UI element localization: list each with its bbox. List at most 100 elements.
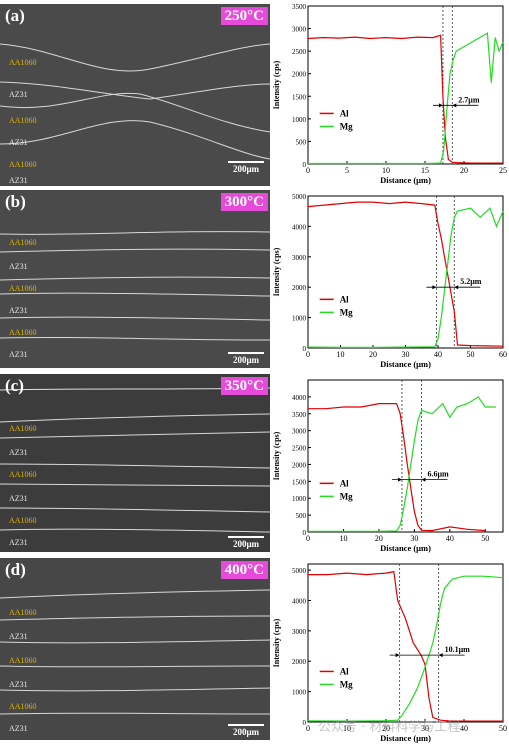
temperature-badge: 300°C	[220, 193, 268, 211]
y-axis-label: Intensity (cps)	[272, 60, 281, 109]
y-tick-label: 2000	[292, 658, 307, 666]
layer-label: AA1060	[9, 656, 37, 665]
width-annotation: 2.7μm	[458, 95, 480, 104]
layer-label: AA1060	[9, 160, 37, 169]
layer-label: AA1060	[9, 516, 37, 525]
scale-bar-label: 200μm	[232, 355, 260, 365]
layer-label: AA1060	[9, 238, 37, 247]
panel-letter: (d)	[5, 560, 26, 579]
y-tick-label: 2000	[292, 284, 307, 292]
micrograph-layers	[0, 589, 270, 715]
x-tick-label: 15	[421, 166, 429, 175]
x-tick-label: 50	[499, 724, 507, 733]
series-al-line	[307, 34, 503, 164]
x-axis-label: Distance (μm)	[380, 175, 431, 185]
micrograph-a: (a) 250°C AA1060 AZ31 AA1060 AZ31 AA1060…	[0, 4, 270, 186]
y-tick-label: 1000	[292, 495, 307, 503]
y-tick-label: 0	[303, 529, 307, 537]
y-tick-label: 0	[303, 345, 307, 353]
width-arrow-head	[438, 653, 443, 658]
layer-label: AA1060	[9, 58, 37, 67]
scale-bar: 200μm	[228, 724, 264, 737]
y-tick-label: 0	[303, 161, 307, 169]
width-arrow-head	[397, 477, 402, 482]
y-tick-label: 500	[296, 512, 307, 520]
x-tick-label: 20	[382, 724, 390, 733]
y-tick-label: 3000	[292, 628, 307, 636]
x-tick-label: 10	[382, 166, 390, 175]
panel-d: (d) 400°C AA1060 AZ31 AA1060 AZ31 AA1060…	[0, 558, 509, 744]
eds-line-scan-chart-a: 0 5 10 15 20 25 0 500 1000 1500 2000 2500 3000 3500 Di…	[272, 3, 507, 185]
y-tick-label: 2000	[292, 461, 307, 469]
width-arrow-head	[395, 653, 400, 658]
y-tick-label: 2500	[292, 48, 307, 56]
y-tick-label: 5000	[292, 193, 307, 201]
x-tick-label: 0	[306, 166, 310, 175]
layer-label: AA1060	[9, 424, 37, 433]
y-tick-label: 2000	[292, 71, 307, 79]
layer-label: AZ31	[9, 680, 28, 689]
x-tick-label: 30	[402, 350, 410, 359]
panel-letter: (b)	[5, 192, 26, 211]
x-tick-label: 0	[306, 350, 310, 359]
legend-label: Al	[340, 108, 349, 118]
layer-label: AA1060	[9, 328, 37, 337]
y-tick-label: 1000	[292, 689, 307, 697]
width-annotation: 5.2μm	[460, 277, 482, 286]
x-tick-label: 50	[481, 534, 489, 543]
y-tick-label: 2500	[292, 445, 307, 453]
x-tick-label: 20	[460, 166, 468, 175]
layer-label: AZ31	[9, 448, 28, 457]
y-tick-label: 4000	[292, 597, 307, 605]
micrograph-layers	[0, 387, 270, 533]
scale-bar: 200μm	[228, 161, 264, 174]
y-tick-label: 4000	[292, 394, 307, 402]
panel-letter: (c)	[5, 376, 24, 395]
layer-label: AA1060	[9, 702, 37, 711]
panel-b: (b) 300°C AA1060 AZ31 AA1060 AZ31 AA1060…	[0, 190, 509, 370]
y-tick-label: 3500	[292, 411, 307, 419]
x-tick-label: 20	[375, 534, 383, 543]
layer-label: AA1060	[9, 116, 37, 125]
layer-label: AZ31	[9, 262, 28, 271]
eds-line-scan-chart-c: 0 10 20 30 40 5005001000150020002500300035004…	[272, 379, 504, 553]
x-tick-label: 30	[410, 534, 418, 543]
x-tick-label: 50	[467, 350, 475, 359]
micrograph-layers	[0, 231, 270, 341]
width-arrow-head	[454, 285, 459, 290]
layer-label: AZ31	[9, 138, 28, 147]
plot-frame	[307, 5, 504, 165]
y-tick-label: 1000	[292, 315, 307, 323]
series-al-line	[308, 403, 486, 532]
x-tick-label: 40	[460, 724, 468, 733]
y-tick-label: 3000	[292, 26, 307, 34]
y-axis-label: Intensity (cps)	[272, 247, 281, 296]
plot-frame	[307, 195, 504, 349]
width-arrow-head	[432, 285, 437, 290]
y-tick-label: 4000	[292, 223, 307, 231]
panel-a: (a) 250°C AA1060 AZ31 AA1060 AZ31 AA1060…	[0, 0, 509, 186]
layer-label: AZ31	[9, 724, 28, 733]
y-axis-label: Intensity (cps)	[272, 431, 281, 480]
micrograph-d: (d) 400°C AA1060 AZ31 AA1060 AZ31 AA1060…	[0, 558, 270, 740]
y-axis-label: Intensity (cps)	[272, 618, 281, 667]
x-tick-label: 10	[343, 724, 351, 733]
x-tick-label: 40	[434, 350, 442, 359]
temperature-badge: 350°C	[220, 377, 268, 395]
micrograph-layers	[0, 43, 270, 160]
layer-label: AZ31	[9, 176, 28, 185]
y-tick-label: 3000	[292, 254, 307, 262]
eds-line-scan-chart-b: 0 10 20 30 40 50 60 0 1000 2000 3000 4000 5000 Distan…	[272, 193, 507, 369]
legend-label: Al	[340, 478, 349, 488]
y-tick-label: 3500	[292, 3, 307, 11]
y-tick-label: 1500	[292, 478, 307, 486]
x-tick-label: 25	[499, 166, 507, 175]
layer-label: AA1060	[9, 284, 37, 293]
scale-bar: 200μm	[228, 536, 264, 549]
y-tick-label: 1000	[292, 116, 307, 124]
y-tick-label: 3000	[292, 428, 307, 436]
eds-line-scan-chart-d: 0 10 20 30 40 50 0 1000 2000 3000 4000 5000 Distance…	[272, 563, 507, 743]
scale-bar-label: 200μm	[232, 539, 260, 549]
x-tick-label: 0	[306, 724, 310, 733]
legend-label: Mg	[340, 679, 353, 689]
